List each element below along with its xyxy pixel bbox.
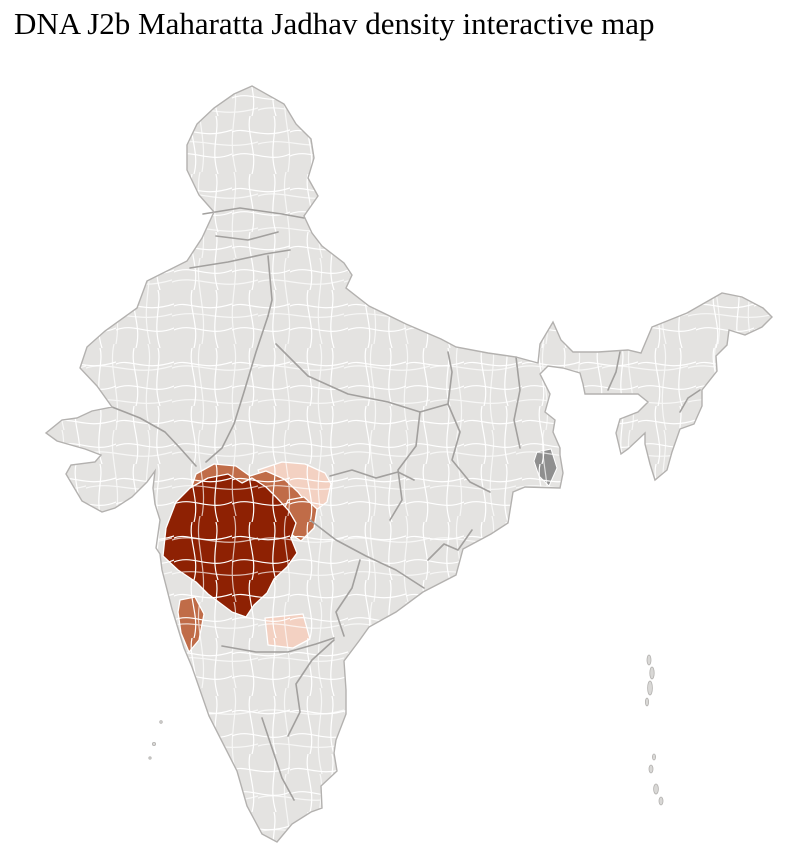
page-title: DNA J2b Maharatta Jadhav density interac… (14, 6, 655, 41)
lakshadweep-islands[interactable] (148, 720, 163, 760)
state-boundaries (111, 207, 701, 801)
andaman-nicobar-islands[interactable] (645, 654, 664, 806)
